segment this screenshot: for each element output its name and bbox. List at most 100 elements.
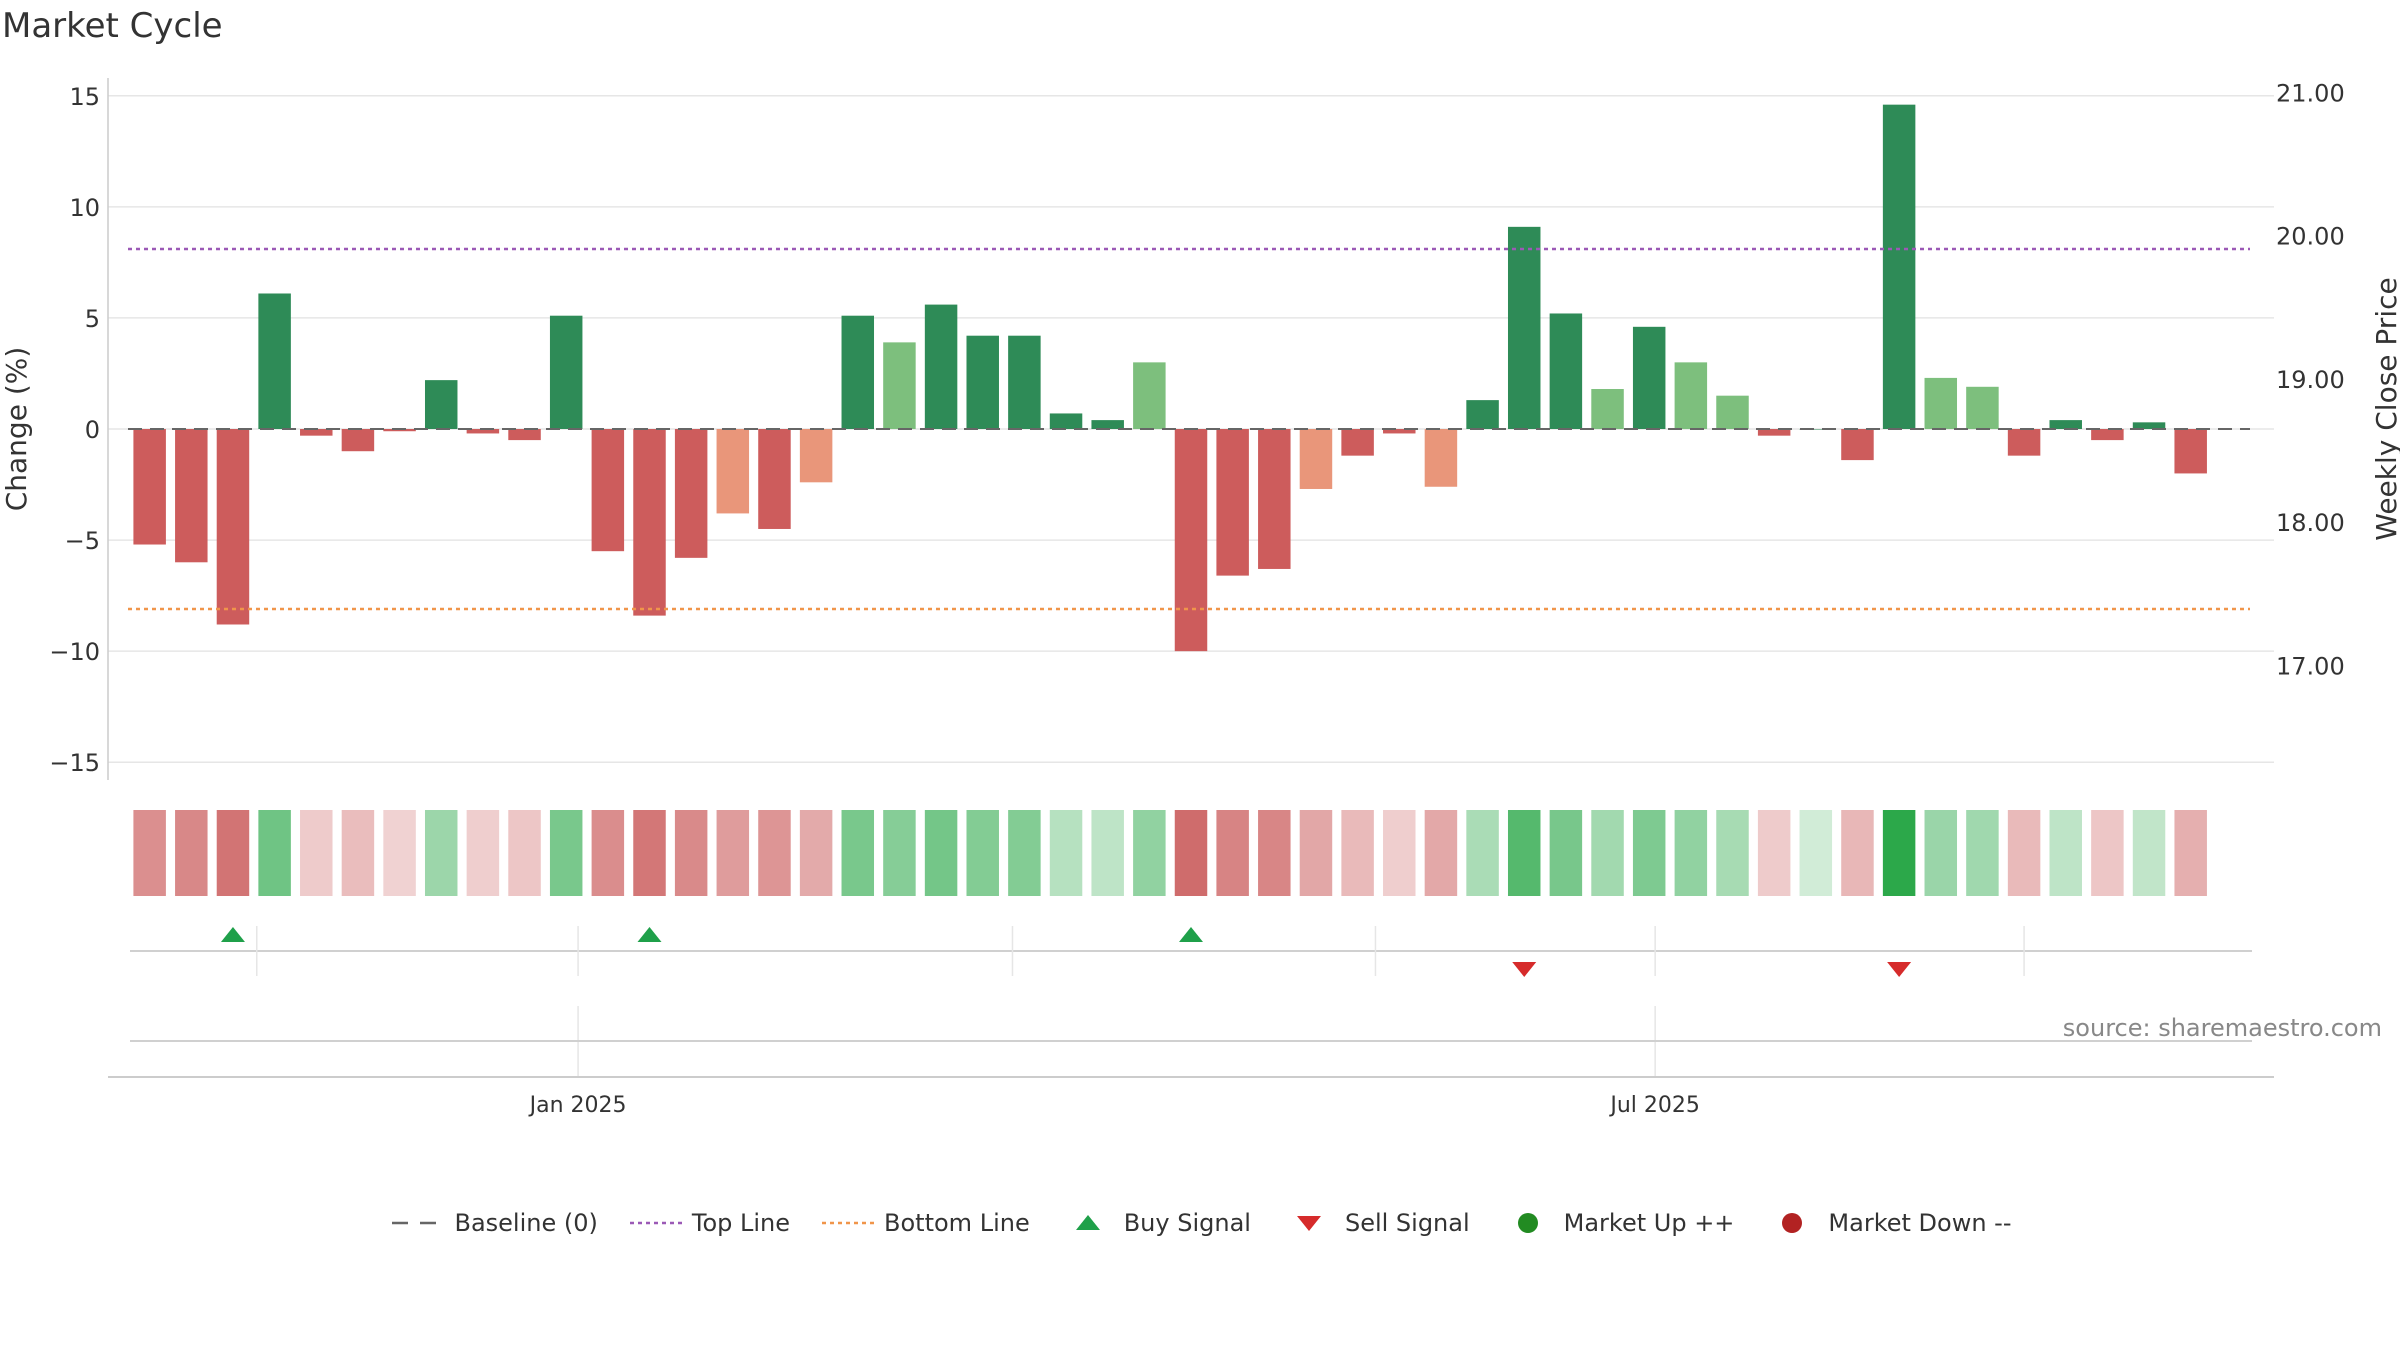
heatmap-cell (341, 810, 375, 896)
heatmap-cell (1091, 810, 1124, 896)
heatmap-cell (175, 810, 208, 896)
sell-signal-marker (1512, 962, 1537, 977)
y2-tick-label: 19.00 (2276, 366, 2345, 394)
heatmap-cell (1133, 810, 1166, 896)
heatmap-cell (674, 810, 708, 896)
heatmap-cell (1966, 810, 1999, 896)
bar (2091, 429, 2124, 441)
legend-item: Sell Signal (1279, 1208, 1470, 1238)
heatmap-cell (258, 810, 291, 896)
heatmap-cell (1008, 810, 1041, 896)
heatmap-cell (383, 810, 416, 896)
heatmap-cell (424, 810, 458, 896)
heatmap-cell (966, 810, 999, 896)
legend-symbol-icon (818, 1208, 878, 1238)
bar (300, 429, 333, 436)
bar (508, 429, 541, 441)
bar (1299, 429, 1333, 489)
bar (799, 429, 833, 483)
heatmap-cell (633, 810, 666, 896)
heatmap-cell (2091, 810, 2124, 896)
legend-item: Baseline (0) (388, 1208, 598, 1238)
bar (716, 429, 750, 514)
heatmap-cell (1424, 810, 1458, 896)
legend-item: Buy Signal (1058, 1208, 1251, 1238)
heatmap-cell (2049, 810, 2082, 896)
bar (133, 429, 166, 545)
bar (2132, 422, 2166, 429)
legend-label: Sell Signal (1344, 1209, 1470, 1237)
bar (1841, 429, 1874, 461)
bar (1966, 386, 1999, 429)
bar (1799, 429, 1833, 430)
y-axis-title: Change (%) (0, 347, 33, 512)
heatmap-cell (758, 810, 791, 896)
heatmap-strip (133, 810, 2207, 896)
buy-signal-marker (1179, 927, 1203, 942)
heatmap-cell (133, 810, 166, 896)
legend-label: Bottom Line (884, 1209, 1030, 1237)
heatmap-cell (716, 810, 750, 896)
x-tick-label: Jul 2025 (1608, 1093, 1700, 1118)
chart-plot: 15 10 5 0 −5 −10 −15 21.00 20.00 19.00 18.00 17.00 C… (0, 78, 2400, 1118)
chart-title: Market Cycle (2, 6, 223, 46)
heatmap-cell (216, 810, 250, 896)
bar (1091, 420, 1124, 429)
bar (1174, 429, 1208, 652)
bar (1591, 389, 1624, 429)
bar (1133, 362, 1166, 429)
heatmap-cell (1716, 810, 1749, 896)
heatmap-cell (2007, 810, 2041, 896)
bar (758, 429, 791, 529)
bar (1341, 429, 1374, 456)
legend-label: Market Up ++ (1563, 1209, 1735, 1237)
bar-layer (133, 104, 2207, 652)
heatmap-cell (1591, 810, 1624, 896)
y2-tick-label: 18.00 (2276, 509, 2345, 537)
y-tick-label: −5 (65, 527, 100, 555)
legend-label: Top Line (691, 1209, 791, 1237)
y2-axis-title: Weekly Close Price (2370, 277, 2400, 540)
heatmap-cell (1632, 810, 1666, 896)
legend-item: Bottom Line (818, 1208, 1030, 1238)
bar (966, 335, 999, 429)
y-tick-label: 0 (85, 416, 100, 444)
heatmap-cell (466, 810, 500, 896)
legend-label: Baseline (0) (454, 1209, 598, 1237)
heatmap-cell (799, 810, 833, 896)
bar (383, 429, 416, 432)
bar (1008, 335, 1041, 429)
y-tick-label: 5 (85, 305, 100, 333)
heatmap-cell (1757, 810, 1791, 896)
bar (1466, 400, 1499, 429)
reference-lines-layer (128, 247, 2250, 611)
heatmap-cell (1549, 810, 1583, 896)
heatmap-cell (1341, 810, 1374, 896)
heatmap-cell (1799, 810, 1833, 896)
bar (341, 429, 375, 452)
bar (2049, 420, 2082, 429)
bar (175, 429, 208, 563)
heatmap-cell (549, 810, 583, 896)
heatmap-cell (1049, 810, 1083, 896)
heatmap-cell (508, 810, 541, 896)
bar (883, 342, 916, 429)
bar (258, 293, 291, 429)
heatmap-cell (1466, 810, 1499, 896)
y2-tick-label: 17.00 (2276, 652, 2345, 680)
x-tick-label: Jan 2025 (528, 1093, 627, 1118)
heatmap-cell (591, 810, 625, 896)
bar (1383, 429, 1416, 434)
bar (216, 429, 250, 625)
heatmap-cell (924, 810, 958, 896)
bar (1049, 413, 1083, 429)
sell-signal-marker (1887, 962, 1912, 977)
heatmap-cell (1674, 810, 1708, 896)
bar (424, 380, 458, 429)
heatmap-cell (1216, 810, 1249, 896)
bar (1924, 377, 1958, 429)
bar (924, 304, 958, 429)
legend-item: Market Down -- (1762, 1208, 2012, 1238)
legend-label: Market Down -- (1828, 1209, 2012, 1237)
heatmap-cell (2132, 810, 2166, 896)
